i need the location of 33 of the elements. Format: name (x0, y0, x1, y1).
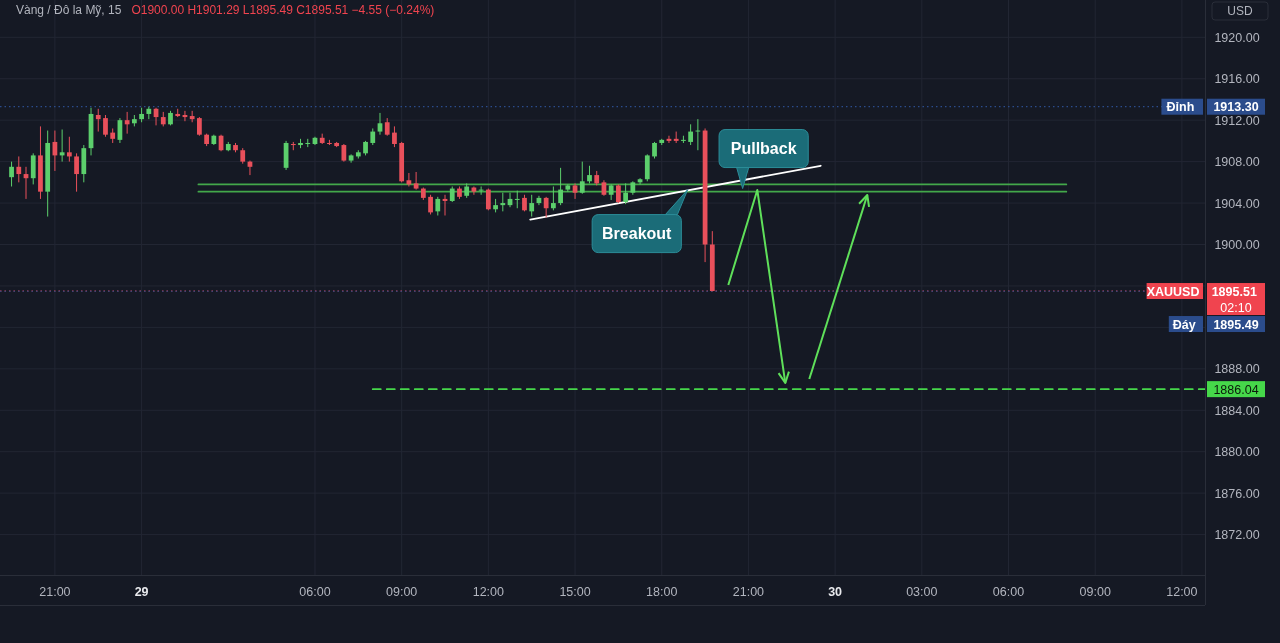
y-tick-label: 1872.00 (1214, 528, 1260, 543)
x-tick-label: 09:00 (1079, 585, 1111, 599)
y-tick-label: 1920.00 (1214, 30, 1260, 45)
chart-title: Vàng / Đô la Mỹ, 15 (16, 3, 122, 17)
x-tick-label: 15:00 (559, 585, 591, 599)
y-tick-label: 1900.00 (1214, 238, 1260, 252)
data-label: 1886.04 (1213, 382, 1259, 397)
x-tick-label: 12:00 (1166, 585, 1198, 599)
x-tick-label: 21:00 (732, 585, 765, 599)
y-tick-label: 1888.00 (1214, 362, 1260, 377)
y-tick-label: 1876.00 (1214, 486, 1260, 501)
x-tick-label: 30 (828, 585, 843, 599)
annotation: Breakout (602, 225, 673, 243)
text: Đỉnh 1913.30 (1166, 100, 1259, 115)
y-axis-title: USD (1227, 4, 1253, 18)
y-tick-label: 1904.00 (1214, 196, 1260, 211)
x-tick-label: 06:00 (992, 585, 1025, 599)
y-tick-label: 1884.00 (1214, 403, 1260, 418)
x-tick-label: 18:00 (646, 585, 678, 599)
y-tick-label: 1908.00 (1214, 155, 1260, 170)
x-tick-label: 21:00 (39, 585, 71, 599)
ref-line-label: XAUUSD 1895.51 02:10 (1146, 284, 1261, 315)
y-tick-label: 1916.00 (1214, 72, 1260, 87)
x-tick-label: 12:00 (472, 585, 505, 599)
y-tick-label: 1880.00 (1214, 445, 1260, 460)
x-tick-label: 06:00 (299, 585, 331, 599)
text: Đáy 1895.49 (1172, 317, 1259, 332)
annotation: Pullback (730, 140, 797, 158)
y-tick-label: 1912.00 (1214, 113, 1260, 128)
x-tick-label: 03:00 (906, 585, 938, 599)
chart-subtitle: O1900.00 H1901.29 L1895.49 C1895.51 −4.55 (−0.24%) (131, 3, 435, 17)
x-tick-label: 09:00 (386, 585, 418, 599)
x-tick-label: 29 (134, 585, 149, 599)
